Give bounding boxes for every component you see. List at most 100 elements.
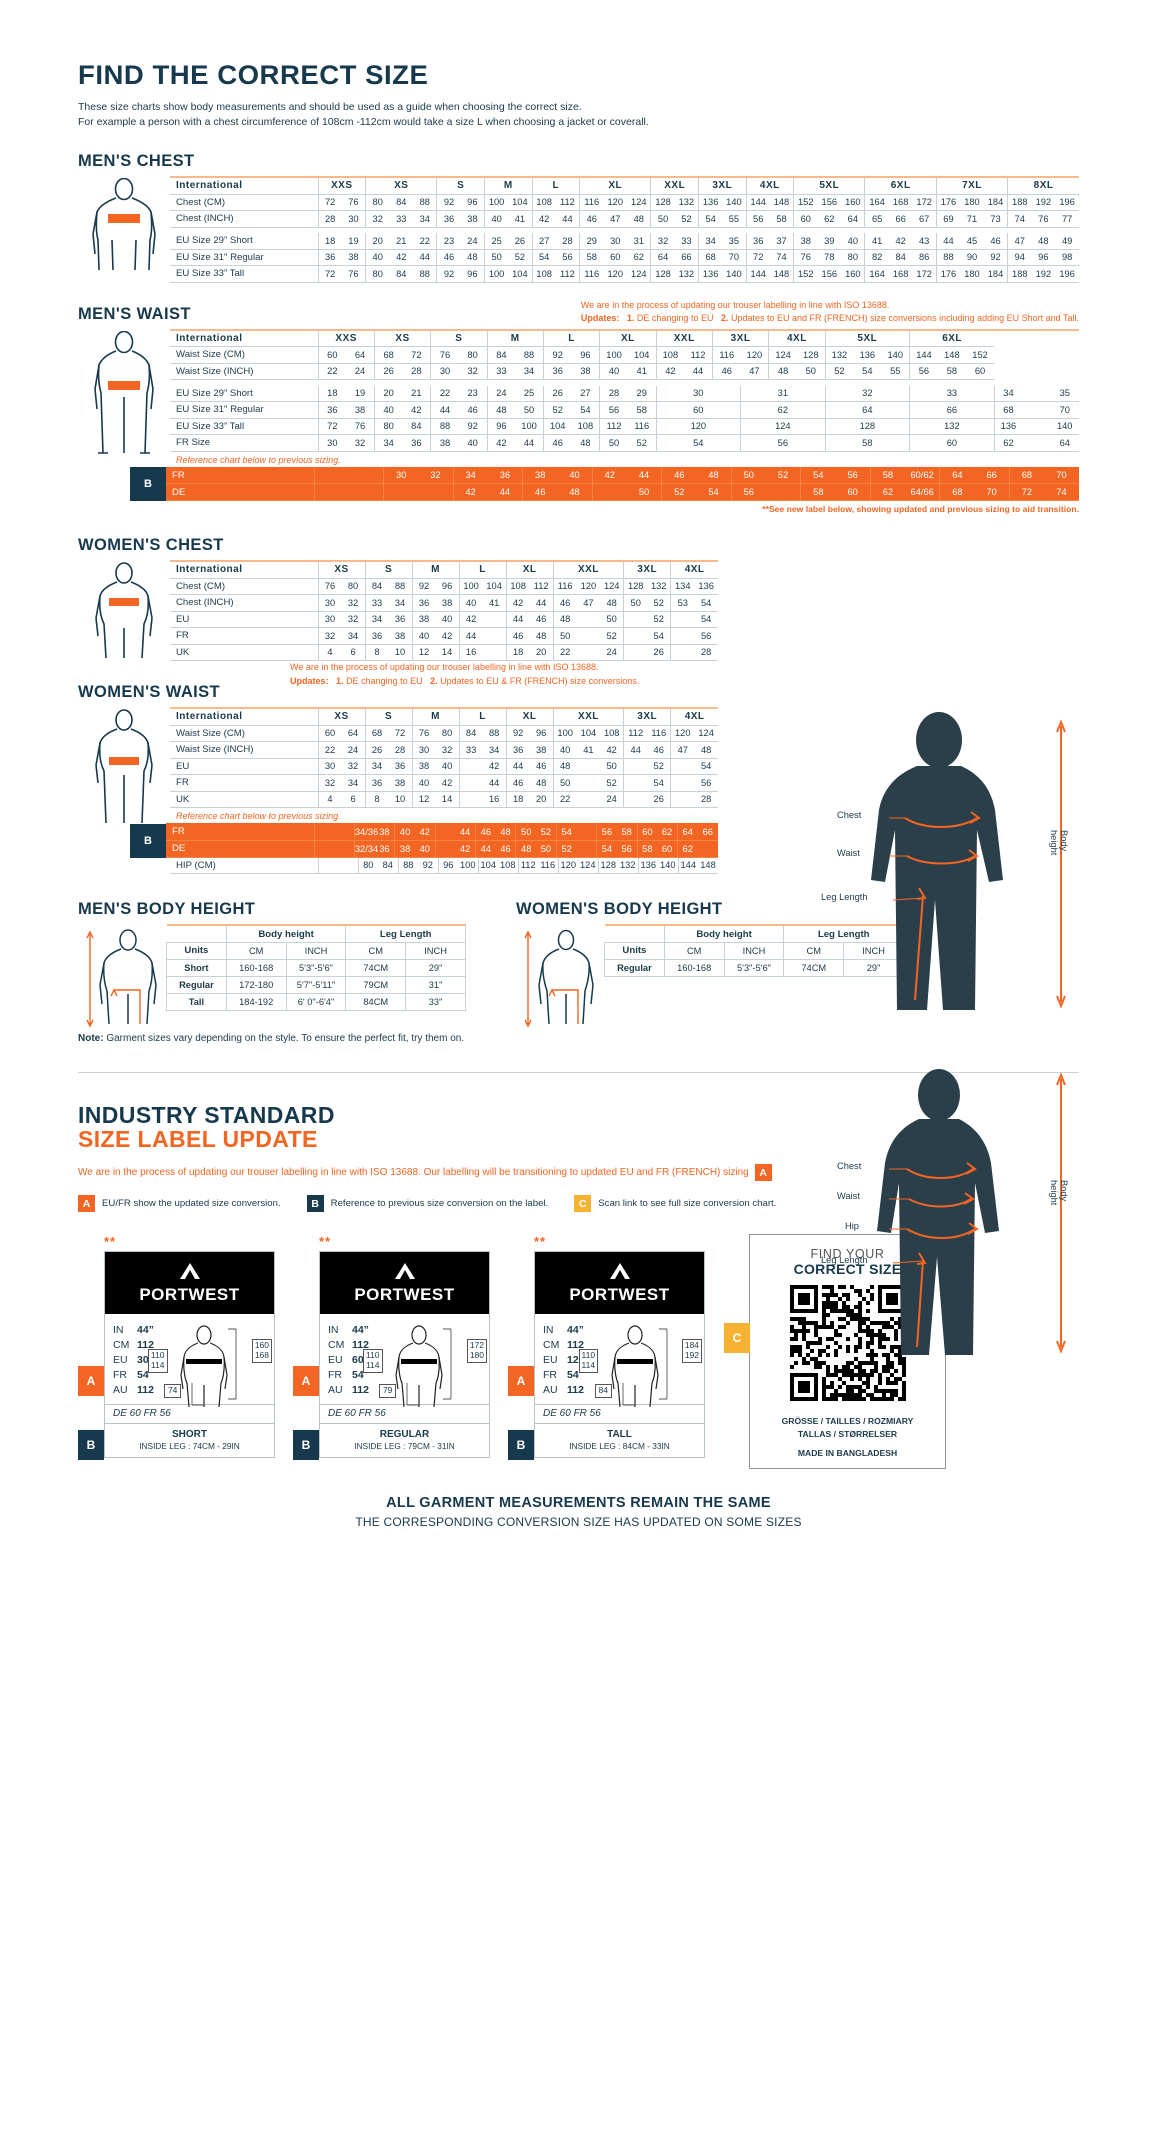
table-cell: 48 xyxy=(627,210,651,228)
womens-body-height-table: Body height Leg Length Units CM INCH CM INCH Re… xyxy=(604,924,904,977)
table-cell: 56 xyxy=(599,401,628,419)
qr-code[interactable] xyxy=(760,1285,935,1406)
table-cell: 50 xyxy=(600,758,624,776)
section-title-mens-waist: MEN'S WAIST xyxy=(78,304,191,323)
label-chest-male: Chest xyxy=(837,810,862,820)
size-conversion-list: IN 44” CM 112 EU 60 FR 54 AU 112 xyxy=(328,1323,369,1398)
previous-sizing-cell: 68 xyxy=(1008,466,1045,485)
previous-sizing-cell xyxy=(313,823,335,841)
table-cell: 136 xyxy=(853,346,882,364)
legend-key-c: C Scan link to see full size conversion c… xyxy=(574,1195,776,1213)
table-cell: 108 xyxy=(655,346,685,364)
table-row: EU 30 32 34 36 38 40 42 44 46 48 50 52 54 xyxy=(170,611,718,629)
table-cell: 36 xyxy=(505,741,530,759)
table-cell xyxy=(1022,418,1051,436)
table-cell: 116 xyxy=(579,265,604,283)
row-label: Waist Size (CM) xyxy=(170,725,318,743)
table-cell: 33 xyxy=(937,385,966,403)
section-title-womens-body-height: WOMEN'S BODY HEIGHT xyxy=(516,900,723,919)
previous-sizing-cell: 46 xyxy=(661,466,697,485)
table-cell: 88 xyxy=(388,578,413,596)
table-cell: 28 xyxy=(317,210,342,228)
table-cell: 192 xyxy=(1031,194,1056,212)
table-cell: 26 xyxy=(647,791,671,809)
table-cell xyxy=(740,385,769,403)
table-cell: 41 xyxy=(508,210,533,228)
table-cell: 82 xyxy=(864,249,889,267)
chip-b: B xyxy=(306,1195,324,1213)
size-value: 112 xyxy=(567,1383,584,1396)
previous-sizing-cell: 44 xyxy=(487,483,523,502)
table-cell: 24 xyxy=(460,233,485,250)
previous-sizing-cell: 64 xyxy=(676,823,698,841)
size-label-update-title: SIZE LABEL UPDATE xyxy=(78,1126,318,1153)
col-header-3xl: 3XL xyxy=(623,708,671,726)
table-cell: 21 xyxy=(402,385,431,403)
iso-line-1-women: We are in the process of updating our tr… xyxy=(290,662,599,673)
womens-waist-figure xyxy=(78,707,170,824)
table-cell xyxy=(909,401,938,419)
table-cell: 42 xyxy=(389,249,414,267)
table-cell: 132 xyxy=(824,346,854,364)
legend-key-b: B Reference to previous size conversion o… xyxy=(306,1195,548,1213)
table-cell: 50 xyxy=(599,434,628,452)
table-cell: 71 xyxy=(960,210,984,228)
table-cell xyxy=(576,611,601,629)
table-cell xyxy=(712,385,741,403)
table-cell: 50 xyxy=(483,249,509,267)
previous-sizing-cell: 50 xyxy=(730,466,766,485)
asterisk-marker: ** xyxy=(319,1234,332,1250)
chip-b-label: B xyxy=(293,1430,319,1461)
table-cell: 30 xyxy=(430,363,459,381)
label-body: IN 44” CM 112 EU 30 FR 54 AU 112 110 114 160 168 74 xyxy=(105,1314,274,1408)
row-label: Chest (CM) xyxy=(170,194,318,212)
row-label: Chest (CM) xyxy=(170,578,318,596)
table-cell: 16 xyxy=(458,644,483,662)
table-cell: 136 xyxy=(694,578,718,596)
table-cell: 160 xyxy=(841,194,865,212)
table-cell: 62 xyxy=(993,434,1023,452)
table-cell: 92 xyxy=(411,578,436,596)
table-cell: 35 xyxy=(1050,385,1079,403)
table-cell: 84 xyxy=(364,578,389,596)
table-cell: 156 xyxy=(817,265,842,283)
table-cell: 28 xyxy=(555,233,580,250)
size-value: 112 xyxy=(137,1383,154,1396)
table-cell: 38 xyxy=(411,611,436,629)
table-cell: 48 xyxy=(1031,233,1056,250)
table-cell: 36 xyxy=(436,210,461,228)
qr-title-1: FIND YOUR xyxy=(810,1247,885,1262)
table-cell: 55 xyxy=(881,363,910,381)
hip-cell: 132 xyxy=(618,857,638,875)
table-cell: 92 xyxy=(458,418,488,436)
table-cell: 48 xyxy=(460,249,485,267)
table-cell: 104 xyxy=(576,725,601,743)
female-model: Chest Waist Hip Leg Length Body height xyxy=(819,1065,1079,1360)
table-cell xyxy=(824,418,854,436)
previous-sizing-cell: 56 xyxy=(596,823,617,841)
table-cell: 52 xyxy=(824,363,854,381)
col-header-l: L xyxy=(531,177,580,195)
label-body-height-male: Body height xyxy=(1049,830,1069,856)
table-cell: 108 xyxy=(505,578,530,596)
table-cell: 164 xyxy=(864,194,889,212)
table-cell: 120 xyxy=(576,578,601,596)
table-cell: 24 xyxy=(600,644,624,662)
table-cell: 35 xyxy=(722,233,747,250)
table-cell: 60 xyxy=(317,346,347,364)
fit-type: TALL xyxy=(607,1428,632,1440)
table-cell: 144 xyxy=(745,194,770,212)
section-title-mens-chest: MEN'S CHEST xyxy=(78,152,195,171)
table-cell: 20 xyxy=(529,644,554,662)
col-header-international: International xyxy=(170,177,318,195)
size-conversion-row: EU 30 xyxy=(113,1353,154,1368)
previous-sizing-cell: 42 xyxy=(452,483,488,502)
portwest-chevron-icon xyxy=(179,1263,200,1280)
hip-cell xyxy=(317,857,338,875)
table-cell xyxy=(796,418,826,436)
size-key: FR xyxy=(328,1368,342,1381)
womens-chest-table: International XS S M L XL XXL 3XL 4XL Chest (CM) 7… xyxy=(170,560,718,662)
previous-sizing-label: FR xyxy=(166,823,314,841)
table-cell: 48 xyxy=(600,594,624,612)
table-cell xyxy=(712,401,741,419)
